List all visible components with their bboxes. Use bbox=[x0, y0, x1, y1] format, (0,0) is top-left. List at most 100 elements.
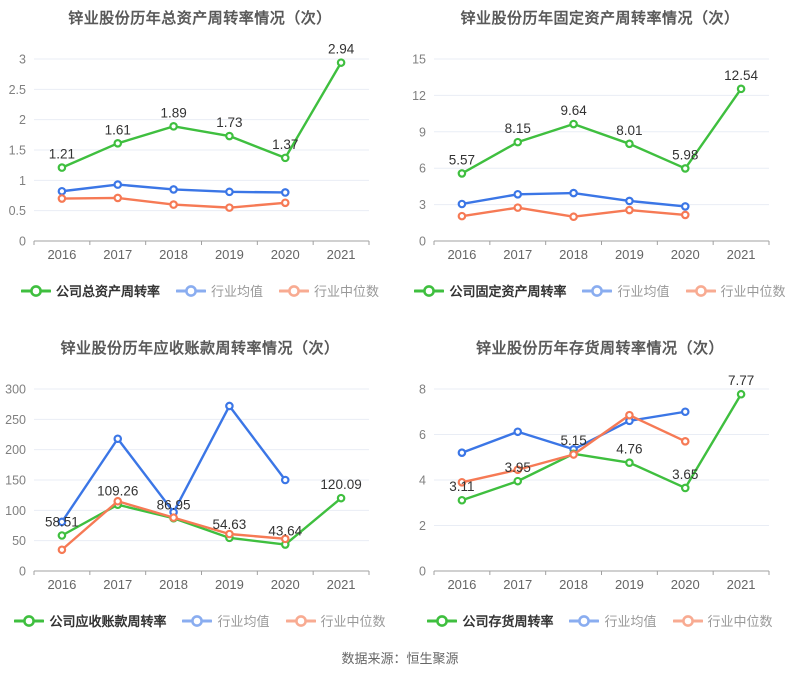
mean-data-point bbox=[225, 401, 234, 411]
mean-data-point bbox=[680, 202, 690, 211]
legend-line-marker-icon bbox=[685, 284, 716, 297]
legend-item-mean: 行业均值 bbox=[569, 611, 657, 630]
median-data-point bbox=[169, 200, 178, 209]
legend-line-marker-icon bbox=[285, 614, 316, 627]
mean-data-point bbox=[680, 407, 690, 417]
x-tick-label: 2020 bbox=[271, 577, 300, 592]
company-data-point bbox=[625, 458, 634, 468]
legend-marker-ring bbox=[578, 614, 591, 627]
mean-data-point bbox=[513, 189, 523, 199]
data-point-label: 86.95 bbox=[157, 497, 191, 512]
chart-plot-fixed-asset-turnover: 0 3 6 9 12 15 2016 2017 2018 2019 2020 2021 5.57 8.15… bbox=[412, 53, 770, 262]
data-point-label: 3.11 bbox=[449, 479, 474, 494]
data-source-note: 数据来源：恒生聚源 bbox=[341, 651, 459, 666]
company-data-point bbox=[736, 389, 746, 399]
mean-data-point bbox=[457, 448, 467, 458]
chart-legend: 公司存货周转率 行业均值 行业中位数 bbox=[400, 611, 800, 630]
x-tick-label: 2016 bbox=[47, 247, 76, 262]
y-tick-label: 0 bbox=[19, 565, 26, 579]
median-data-point bbox=[113, 496, 123, 506]
mean-data-point bbox=[113, 180, 123, 189]
median-data-point bbox=[680, 210, 690, 220]
legend-marker-ring bbox=[436, 614, 449, 627]
chart-title: 锌业股份历年存货周转率情况（次） bbox=[475, 340, 724, 357]
legend-label: 行业均值 bbox=[617, 284, 670, 299]
y-tick-label: 100 bbox=[5, 504, 26, 518]
mean-data-point bbox=[225, 187, 234, 197]
legend-item-median: 行业中位数 bbox=[672, 611, 773, 630]
legend-line-marker-icon bbox=[279, 284, 309, 297]
median-data-point bbox=[457, 211, 467, 221]
x-tick-label: 2019 bbox=[215, 247, 244, 262]
data-point-label: 3.95 bbox=[505, 460, 531, 475]
company-data-point bbox=[680, 164, 690, 173]
x-tick-label: 2018 bbox=[159, 577, 188, 592]
legend-marker-ring bbox=[694, 284, 707, 297]
legend-marker-ring bbox=[423, 284, 436, 297]
legend-item-mean: 行业均值 bbox=[582, 281, 670, 300]
x-tick-label: 2021 bbox=[727, 247, 756, 262]
y-tick-label: 2 bbox=[19, 113, 26, 127]
y-tick-label: 6 bbox=[419, 162, 426, 176]
legend-label: 公司总资产周转率 bbox=[55, 284, 160, 299]
company-data-point bbox=[680, 483, 690, 493]
chart-panel-fixed-asset-turnover: 锌业股份历年固定资产周转率情况（次） 0 3 6 9 12 15 2016 2017 2018 2… bbox=[400, 0, 800, 330]
legend-marker-ring bbox=[294, 614, 307, 627]
y-tick-label: 0 bbox=[419, 565, 426, 579]
company-data-point bbox=[736, 84, 746, 94]
data-point-label: 5.57 bbox=[449, 152, 475, 167]
company-data-point bbox=[57, 531, 67, 540]
y-tick-label: 1 bbox=[19, 174, 26, 188]
chart-panel-inventory-turnover: 锌业股份历年存货周转率情况（次） 0 2 4 6 8 2016 2017 2018 2019 20… bbox=[400, 330, 800, 645]
median-data-point bbox=[280, 534, 290, 544]
legend-marker-ring bbox=[681, 614, 694, 627]
company-data-point bbox=[336, 58, 346, 67]
median-data-point bbox=[280, 198, 290, 208]
legend-line-marker-icon bbox=[427, 614, 458, 627]
median-data-point bbox=[169, 513, 178, 522]
x-tick-label: 2016 bbox=[447, 577, 476, 592]
legend-label: 公司固定资产周转率 bbox=[449, 284, 567, 299]
data-point-label: 120.09 bbox=[320, 477, 361, 492]
median-data-point bbox=[680, 437, 690, 446]
legend-marker-ring bbox=[30, 284, 42, 297]
median-data-point bbox=[457, 477, 467, 487]
x-tick-label: 2017 bbox=[503, 247, 532, 262]
mean-data-point bbox=[169, 185, 178, 194]
legend-marker-ring bbox=[591, 284, 604, 297]
x-tick-label: 2018 bbox=[159, 247, 188, 262]
company-data-point bbox=[113, 139, 123, 148]
company-data-point bbox=[457, 495, 467, 505]
charts-grid: 锌业股份历年总资产周转率情况（次） 0 0.5 1 1.5 2 2.5 3 2016 2017 2… bbox=[5, 0, 800, 645]
data-point-label: 9.64 bbox=[560, 103, 587, 118]
company-data-point bbox=[569, 119, 578, 129]
company-data-point bbox=[57, 163, 67, 172]
legend-marker-ring bbox=[185, 284, 197, 297]
legend-label: 公司应收账款周转率 bbox=[49, 614, 167, 629]
legend-item-company: 公司总资产周转率 bbox=[20, 281, 160, 300]
legend-label: 行业均值 bbox=[217, 614, 270, 629]
company-data-point bbox=[280, 153, 290, 163]
mean-data-point bbox=[625, 196, 634, 206]
median-data-point bbox=[57, 194, 67, 203]
x-tick-label: 2017 bbox=[503, 577, 532, 592]
median-data-point bbox=[569, 212, 578, 222]
legend-marker-ring bbox=[191, 614, 204, 627]
company-data-point bbox=[513, 137, 523, 147]
legend-item-median: 行业中位数 bbox=[285, 611, 386, 630]
x-tick-label: 2019 bbox=[615, 247, 644, 262]
x-tick-label: 2021 bbox=[327, 247, 356, 262]
y-tick-label: 0 bbox=[19, 235, 26, 249]
legend-label: 行业中位数 bbox=[320, 614, 386, 629]
legend-label: 行业中位数 bbox=[720, 284, 786, 299]
legend-item-mean: 行业均值 bbox=[175, 281, 263, 300]
data-point-label: 1.73 bbox=[216, 115, 242, 130]
legend-line-marker-icon bbox=[569, 614, 600, 627]
median-data-point bbox=[113, 193, 123, 203]
x-tick-label: 2018 bbox=[559, 577, 588, 592]
y-tick-label: 200 bbox=[5, 443, 26, 457]
data-point-label: 3.65 bbox=[672, 467, 698, 482]
y-tick-label: 1.5 bbox=[9, 144, 26, 158]
company-data-point bbox=[225, 131, 234, 141]
